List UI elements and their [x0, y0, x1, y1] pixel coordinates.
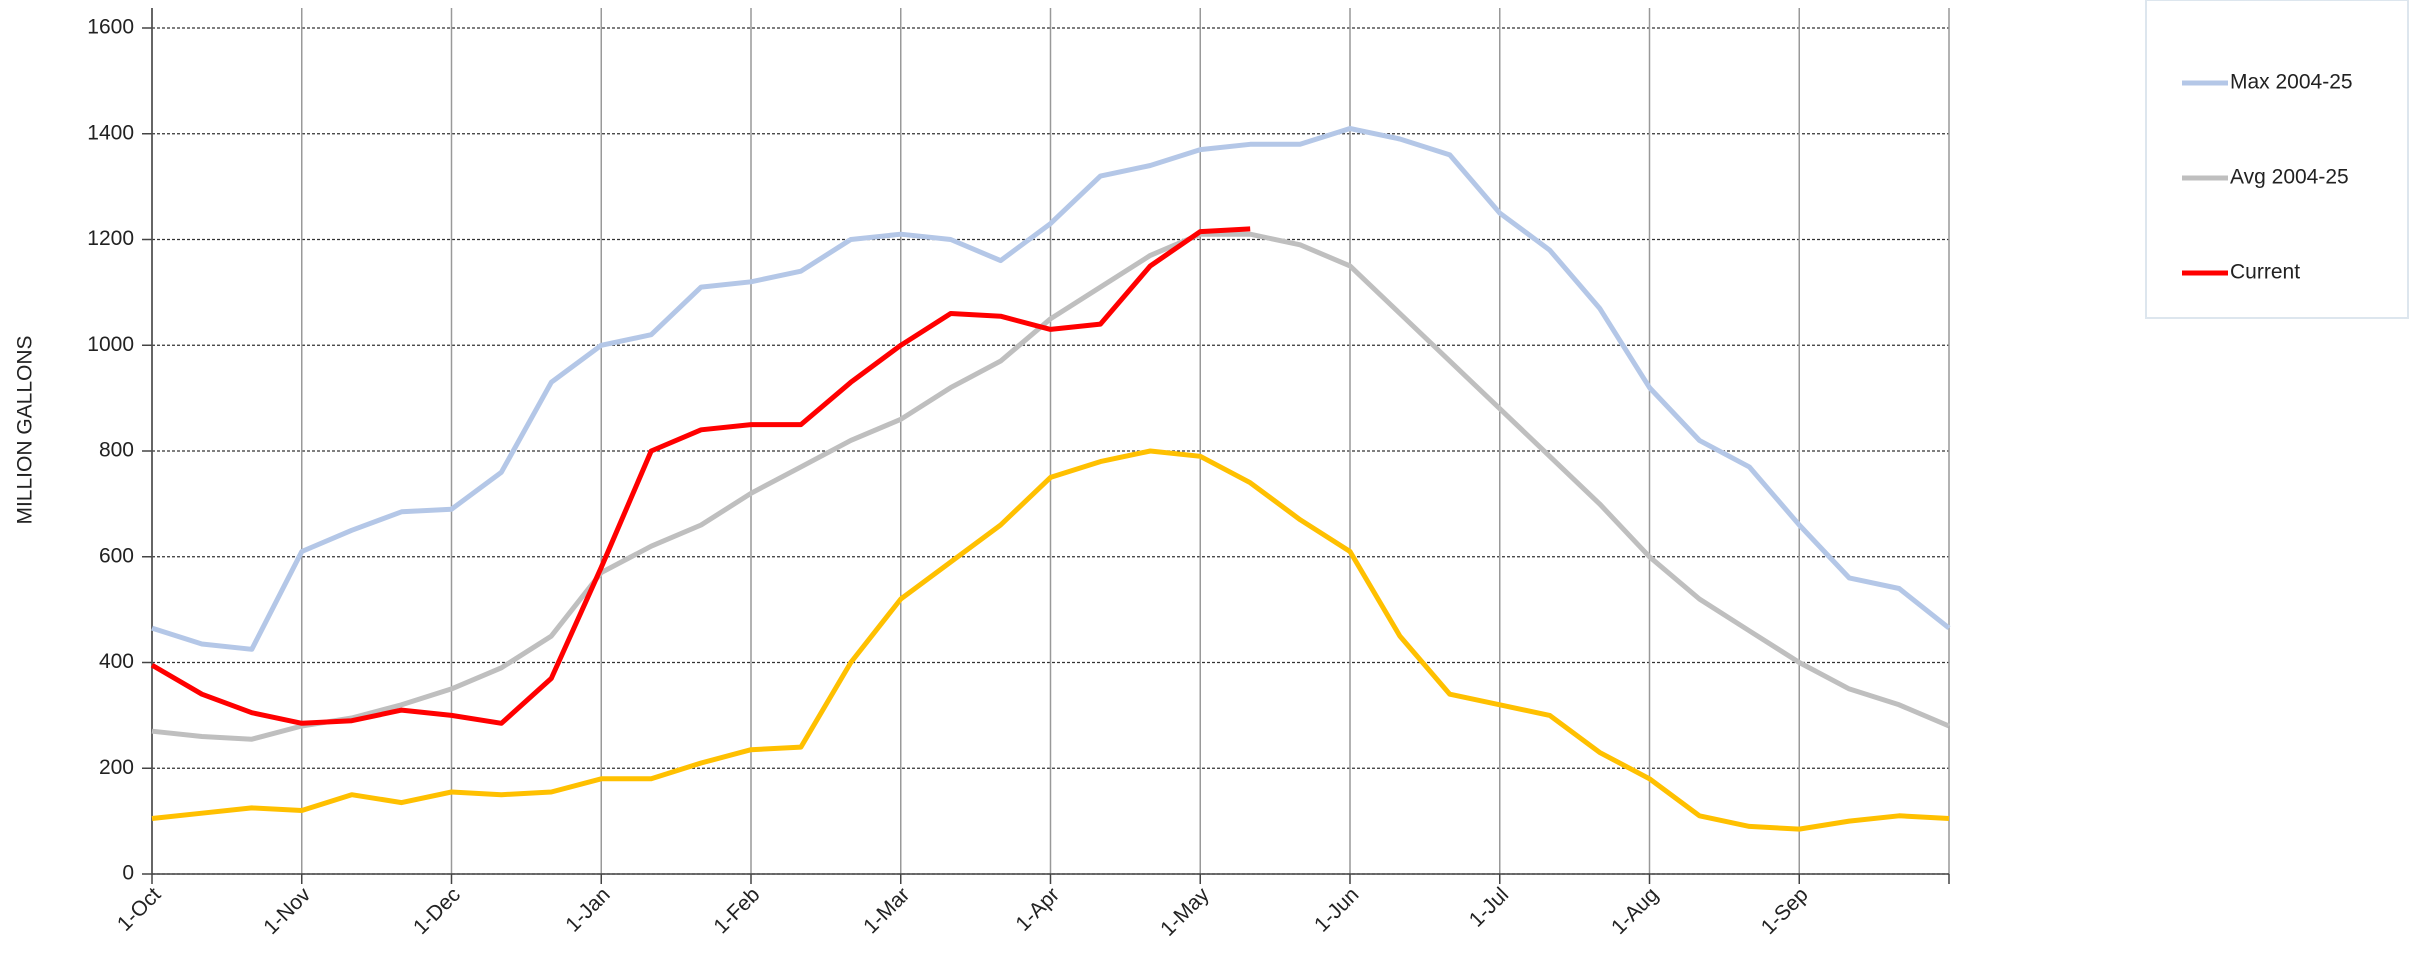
x-tick-label: 1-Nov	[259, 883, 315, 939]
y-tick-label: 0	[122, 862, 134, 885]
y-tick-label: 1200	[87, 227, 134, 250]
series-line	[150, 226, 1251, 726]
legend-box	[2145, 0, 2409, 319]
y-tick-label: 1000	[87, 333, 134, 356]
y-tick-label: 1600	[87, 16, 134, 39]
legend-label: Current	[2230, 261, 2300, 284]
y-tick-label: 600	[99, 544, 134, 567]
x-tick-label: 1-Jan	[561, 883, 614, 936]
x-tick-label: 1-Mar	[859, 883, 914, 938]
y-axis-label: MILLION GALLONS	[14, 335, 37, 524]
y-tick-label: 400	[99, 650, 134, 673]
x-tick-label: 1-Jun	[1310, 883, 1363, 936]
x-tick-label: 1-Feb	[709, 883, 764, 938]
x-tick-label: 1-Dec	[409, 883, 465, 939]
series-line	[151, 448, 1950, 832]
x-tick-label: 1-May	[1156, 883, 1214, 941]
series-line	[151, 231, 1950, 742]
y-tick-label: 200	[99, 756, 134, 779]
x-tick-label: 1-Jul	[1465, 883, 1513, 931]
y-tick-label: 1400	[87, 121, 134, 144]
x-tick-label: 1-Sep	[1757, 883, 1813, 939]
y-tick-label: 800	[99, 439, 134, 462]
x-tick-label: 1-Oct	[113, 883, 166, 936]
legend-label: Max 2004-25	[2230, 71, 2353, 94]
legend-label: Avg 2004-25	[2230, 166, 2349, 189]
x-tick-label: 1-Apr	[1011, 883, 1064, 936]
series-line	[151, 126, 1951, 652]
x-tick-label: 1-Aug	[1607, 883, 1663, 939]
